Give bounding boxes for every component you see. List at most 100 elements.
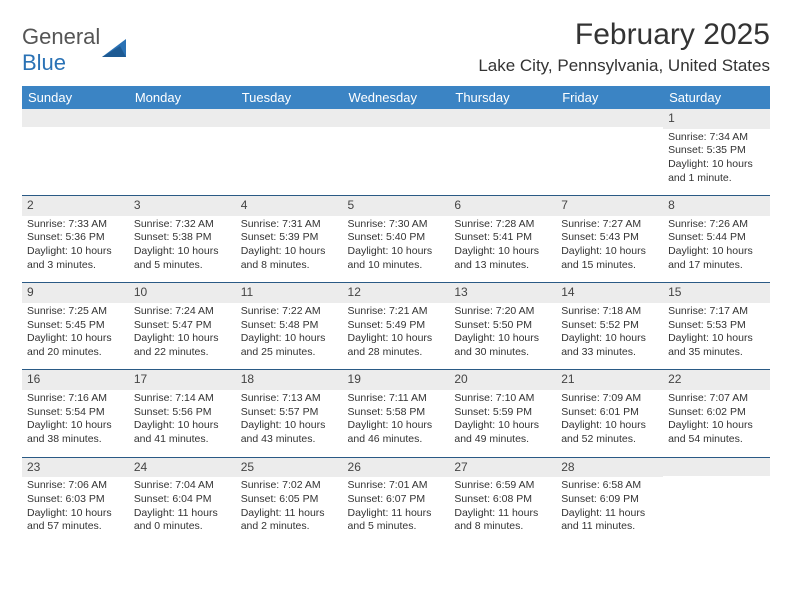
day-cell: 5Sunrise: 7:30 AMSunset: 5:40 PMDaylight… xyxy=(343,196,450,283)
day-number: 23 xyxy=(22,458,129,478)
weekday-header: Sunday xyxy=(22,86,129,109)
daylight-text: Daylight: 10 hours and 13 minutes. xyxy=(454,245,551,272)
daylight-text: Daylight: 10 hours and 8 minutes. xyxy=(241,245,338,272)
daylight-text: Daylight: 10 hours and 49 minutes. xyxy=(454,419,551,446)
sunset-text: Sunset: 6:07 PM xyxy=(348,493,445,507)
sunrise-text: Sunrise: 7:10 AM xyxy=(454,392,551,406)
weekday-header: Saturday xyxy=(663,86,770,109)
sunrise-text: Sunrise: 7:24 AM xyxy=(134,305,231,319)
sunset-text: Sunset: 6:08 PM xyxy=(454,493,551,507)
logo: General Blue xyxy=(22,24,128,76)
day-body: Sunrise: 7:09 AMSunset: 6:01 PMDaylight:… xyxy=(556,390,663,457)
daylight-text: Daylight: 10 hours and 28 minutes. xyxy=(348,332,445,359)
day-number-empty xyxy=(129,109,236,127)
day-body: Sunrise: 7:18 AMSunset: 5:52 PMDaylight:… xyxy=(556,303,663,370)
day-cell: 25Sunrise: 7:02 AMSunset: 6:05 PMDayligh… xyxy=(236,457,343,544)
daylight-text: Daylight: 10 hours and 33 minutes. xyxy=(561,332,658,359)
day-cell: 9Sunrise: 7:25 AMSunset: 5:45 PMDaylight… xyxy=(22,283,129,370)
sunset-text: Sunset: 5:54 PM xyxy=(27,406,124,420)
day-body: Sunrise: 7:02 AMSunset: 6:05 PMDaylight:… xyxy=(236,477,343,544)
logo-triangle-icon xyxy=(102,37,128,64)
daylight-text: Daylight: 10 hours and 17 minutes. xyxy=(668,245,765,272)
day-number: 11 xyxy=(236,283,343,303)
day-cell: 27Sunrise: 6:59 AMSunset: 6:08 PMDayligh… xyxy=(449,457,556,544)
day-body: Sunrise: 7:20 AMSunset: 5:50 PMDaylight:… xyxy=(449,303,556,370)
title-block: February 2025 Lake City, Pennsylvania, U… xyxy=(478,18,770,76)
day-cell: 1Sunrise: 7:34 AMSunset: 5:35 PMDaylight… xyxy=(663,109,770,196)
day-number: 16 xyxy=(22,370,129,390)
sunrise-text: Sunrise: 7:14 AM xyxy=(134,392,231,406)
day-cell xyxy=(663,457,770,544)
day-cell xyxy=(22,109,129,196)
day-number: 6 xyxy=(449,196,556,216)
sunrise-text: Sunrise: 6:59 AM xyxy=(454,479,551,493)
sunrise-text: Sunrise: 7:30 AM xyxy=(348,218,445,232)
daylight-text: Daylight: 10 hours and 1 minute. xyxy=(668,158,765,185)
daylight-text: Daylight: 10 hours and 52 minutes. xyxy=(561,419,658,446)
sunrise-text: Sunrise: 7:25 AM xyxy=(27,305,124,319)
daylight-text: Daylight: 11 hours and 5 minutes. xyxy=(348,507,445,534)
day-cell: 13Sunrise: 7:20 AMSunset: 5:50 PMDayligh… xyxy=(449,283,556,370)
sunrise-text: Sunrise: 7:21 AM xyxy=(348,305,445,319)
day-cell: 26Sunrise: 7:01 AMSunset: 6:07 PMDayligh… xyxy=(343,457,450,544)
sunset-text: Sunset: 5:52 PM xyxy=(561,319,658,333)
weekday-header-row: Sunday Monday Tuesday Wednesday Thursday… xyxy=(22,86,770,109)
sunrise-text: Sunrise: 7:18 AM xyxy=(561,305,658,319)
day-body: Sunrise: 7:26 AMSunset: 5:44 PMDaylight:… xyxy=(663,216,770,283)
day-cell: 22Sunrise: 7:07 AMSunset: 6:02 PMDayligh… xyxy=(663,370,770,457)
day-cell xyxy=(343,109,450,196)
week-row: 9Sunrise: 7:25 AMSunset: 5:45 PMDaylight… xyxy=(22,283,770,370)
sunset-text: Sunset: 5:50 PM xyxy=(454,319,551,333)
day-number-empty xyxy=(663,458,770,476)
sunset-text: Sunset: 5:40 PM xyxy=(348,231,445,245)
day-body: Sunrise: 7:32 AMSunset: 5:38 PMDaylight:… xyxy=(129,216,236,283)
location: Lake City, Pennsylvania, United States xyxy=(478,56,770,76)
logo-word-1: General xyxy=(22,24,100,49)
daylight-text: Daylight: 10 hours and 15 minutes. xyxy=(561,245,658,272)
day-body: Sunrise: 7:04 AMSunset: 6:04 PMDaylight:… xyxy=(129,477,236,544)
day-body: Sunrise: 7:21 AMSunset: 5:49 PMDaylight:… xyxy=(343,303,450,370)
sunrise-text: Sunrise: 7:31 AM xyxy=(241,218,338,232)
day-body: Sunrise: 7:17 AMSunset: 5:53 PMDaylight:… xyxy=(663,303,770,370)
day-cell: 23Sunrise: 7:06 AMSunset: 6:03 PMDayligh… xyxy=(22,457,129,544)
day-body: Sunrise: 7:14 AMSunset: 5:56 PMDaylight:… xyxy=(129,390,236,457)
day-body: Sunrise: 7:01 AMSunset: 6:07 PMDaylight:… xyxy=(343,477,450,544)
daylight-text: Daylight: 11 hours and 0 minutes. xyxy=(134,507,231,534)
sunrise-text: Sunrise: 7:27 AM xyxy=(561,218,658,232)
day-body: Sunrise: 7:24 AMSunset: 5:47 PMDaylight:… xyxy=(129,303,236,370)
sunrise-text: Sunrise: 7:04 AM xyxy=(134,479,231,493)
day-cell: 16Sunrise: 7:16 AMSunset: 5:54 PMDayligh… xyxy=(22,370,129,457)
day-number: 2 xyxy=(22,196,129,216)
sunset-text: Sunset: 6:01 PM xyxy=(561,406,658,420)
weekday-header: Tuesday xyxy=(236,86,343,109)
sunset-text: Sunset: 6:03 PM xyxy=(27,493,124,507)
sunrise-text: Sunrise: 7:07 AM xyxy=(668,392,765,406)
daylight-text: Daylight: 10 hours and 43 minutes. xyxy=(241,419,338,446)
day-body: Sunrise: 7:16 AMSunset: 5:54 PMDaylight:… xyxy=(22,390,129,457)
day-cell: 6Sunrise: 7:28 AMSunset: 5:41 PMDaylight… xyxy=(449,196,556,283)
day-cell xyxy=(129,109,236,196)
sunset-text: Sunset: 5:59 PM xyxy=(454,406,551,420)
day-cell: 17Sunrise: 7:14 AMSunset: 5:56 PMDayligh… xyxy=(129,370,236,457)
day-cell: 18Sunrise: 7:13 AMSunset: 5:57 PMDayligh… xyxy=(236,370,343,457)
day-cell: 3Sunrise: 7:32 AMSunset: 5:38 PMDaylight… xyxy=(129,196,236,283)
day-number: 21 xyxy=(556,370,663,390)
day-number: 26 xyxy=(343,458,450,478)
week-row: 2Sunrise: 7:33 AMSunset: 5:36 PMDaylight… xyxy=(22,196,770,283)
sunrise-text: Sunrise: 7:17 AM xyxy=(668,305,765,319)
sunrise-text: Sunrise: 7:26 AM xyxy=(668,218,765,232)
day-cell: 11Sunrise: 7:22 AMSunset: 5:48 PMDayligh… xyxy=(236,283,343,370)
day-number: 18 xyxy=(236,370,343,390)
day-number: 28 xyxy=(556,458,663,478)
day-body: Sunrise: 6:58 AMSunset: 6:09 PMDaylight:… xyxy=(556,477,663,544)
sunset-text: Sunset: 5:56 PM xyxy=(134,406,231,420)
header: General Blue February 2025 Lake City, Pe… xyxy=(22,18,770,76)
day-number: 24 xyxy=(129,458,236,478)
day-number: 4 xyxy=(236,196,343,216)
day-number: 9 xyxy=(22,283,129,303)
day-number: 20 xyxy=(449,370,556,390)
day-body: Sunrise: 7:25 AMSunset: 5:45 PMDaylight:… xyxy=(22,303,129,370)
day-body: Sunrise: 7:33 AMSunset: 5:36 PMDaylight:… xyxy=(22,216,129,283)
sunset-text: Sunset: 6:05 PM xyxy=(241,493,338,507)
sunrise-text: Sunrise: 7:34 AM xyxy=(668,131,765,145)
